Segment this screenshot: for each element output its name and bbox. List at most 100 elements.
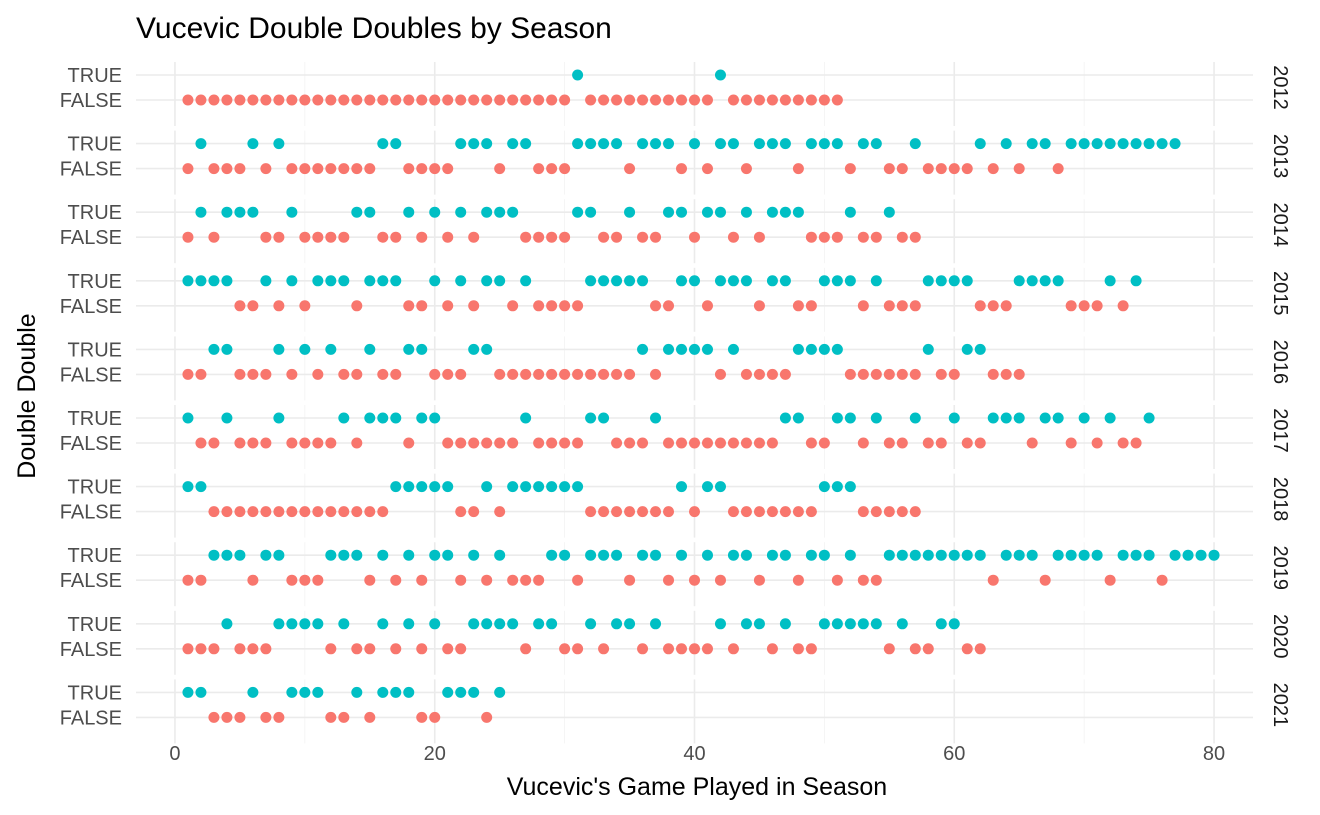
point-false — [299, 506, 311, 518]
point-true — [416, 412, 428, 424]
point-false — [624, 506, 636, 518]
y-tick-label: FALSE — [60, 570, 122, 592]
point-true — [585, 549, 597, 561]
point-false — [195, 437, 207, 449]
point-true — [1195, 549, 1207, 561]
point-false — [1065, 437, 1077, 449]
point-true — [740, 549, 752, 561]
point-false — [403, 300, 415, 312]
point-true — [1143, 138, 1155, 150]
point-false — [779, 94, 791, 106]
point-true — [351, 686, 363, 698]
point-false — [195, 574, 207, 586]
point-false — [299, 300, 311, 312]
point-false — [857, 231, 869, 243]
point-true — [624, 206, 636, 218]
point-true — [676, 549, 688, 561]
y-tick-label: TRUE — [68, 545, 122, 567]
point-false — [585, 368, 597, 380]
point-false — [182, 643, 194, 655]
point-true — [1117, 549, 1129, 561]
point-false — [325, 231, 337, 243]
point-false — [740, 163, 752, 175]
point-true — [909, 138, 921, 150]
point-true — [481, 618, 493, 630]
point-false — [818, 231, 830, 243]
point-true — [961, 549, 973, 561]
point-false — [922, 643, 934, 655]
point-false — [792, 506, 804, 518]
point-false — [208, 163, 220, 175]
point-true — [831, 343, 843, 355]
point-true — [546, 481, 558, 493]
point-false — [416, 231, 428, 243]
point-false — [390, 574, 402, 586]
point-false — [1091, 437, 1103, 449]
point-false — [909, 300, 921, 312]
point-false — [247, 643, 259, 655]
point-false — [1000, 300, 1012, 312]
point-false — [533, 574, 545, 586]
point-false — [611, 94, 623, 106]
point-false — [286, 437, 298, 449]
y-tick-label: FALSE — [60, 227, 122, 249]
point-false — [247, 506, 259, 518]
point-false — [559, 231, 571, 243]
point-false — [533, 437, 545, 449]
point-false — [663, 643, 675, 655]
point-true — [831, 412, 843, 424]
facet-strip-label: 2016 — [1269, 340, 1291, 385]
point-true — [676, 275, 688, 287]
point-false — [844, 368, 856, 380]
point-true — [221, 549, 233, 561]
point-true — [1130, 549, 1142, 561]
point-true — [844, 481, 856, 493]
point-true — [533, 618, 545, 630]
point-true — [935, 549, 947, 561]
point-false — [338, 506, 350, 518]
point-false — [650, 300, 662, 312]
point-true — [974, 343, 986, 355]
point-false — [325, 94, 337, 106]
point-true — [403, 206, 415, 218]
point-false — [896, 300, 908, 312]
point-false — [273, 300, 285, 312]
point-true — [195, 481, 207, 493]
point-false — [520, 643, 532, 655]
point-false — [351, 94, 363, 106]
facet-strip-label: 2021 — [1269, 683, 1291, 728]
point-false — [247, 94, 259, 106]
point-false — [442, 368, 454, 380]
point-false — [299, 163, 311, 175]
point-true — [546, 618, 558, 630]
point-false — [286, 368, 298, 380]
point-false — [182, 574, 194, 586]
point-false — [883, 163, 895, 175]
point-true — [585, 618, 597, 630]
point-false — [260, 368, 272, 380]
point-true — [701, 481, 713, 493]
point-true — [338, 275, 350, 287]
point-false — [416, 163, 428, 175]
point-false — [247, 300, 259, 312]
point-true — [208, 275, 220, 287]
point-true — [818, 549, 830, 561]
point-false — [325, 163, 337, 175]
point-false — [494, 368, 506, 380]
point-false — [455, 437, 467, 449]
point-true — [676, 206, 688, 218]
point-false — [364, 94, 376, 106]
point-false — [182, 368, 194, 380]
facet-panel-2016: FALSE TRUE 2016 — [60, 336, 1291, 401]
point-false — [598, 506, 610, 518]
point-false — [572, 574, 584, 586]
point-true — [844, 206, 856, 218]
point-true — [689, 138, 700, 150]
point-false — [442, 94, 454, 106]
point-true — [805, 138, 817, 150]
point-true — [961, 343, 973, 355]
point-true — [922, 343, 934, 355]
point-true — [429, 206, 441, 218]
point-false — [1104, 574, 1116, 586]
point-false — [637, 231, 649, 243]
